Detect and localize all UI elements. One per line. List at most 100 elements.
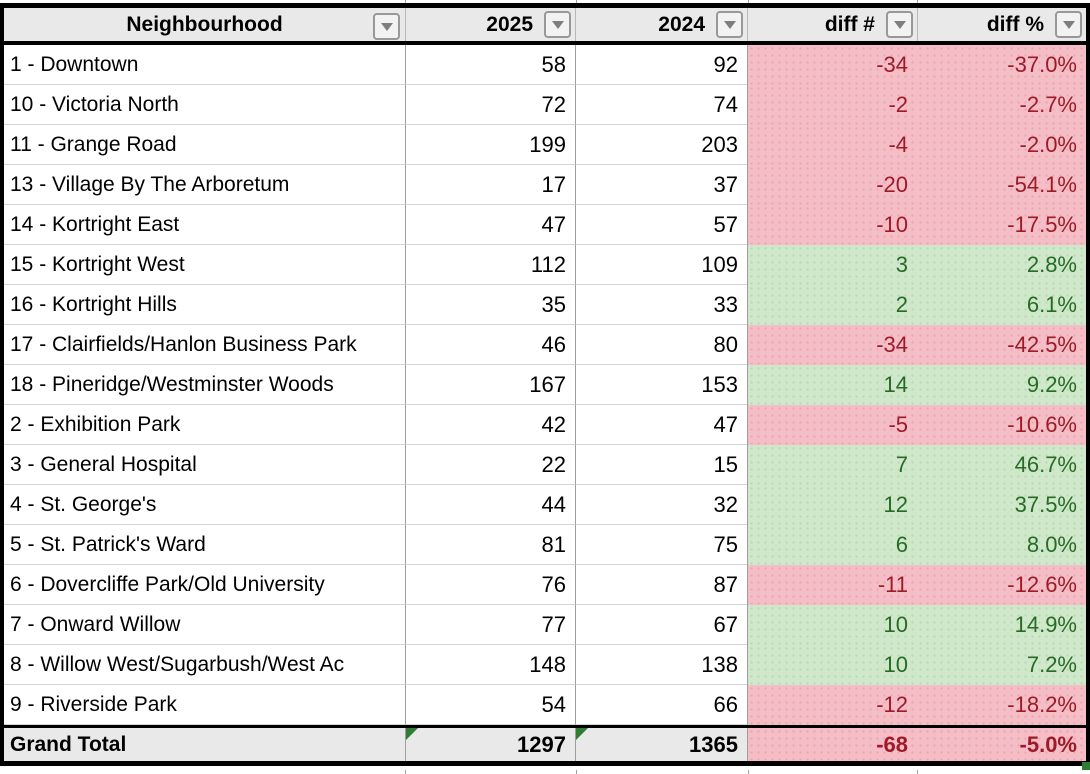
- diff-num-cell[interactable]: -5: [747, 405, 917, 445]
- diff-pct-cell[interactable]: 37.5%: [917, 485, 1086, 525]
- filter-dropdown-button[interactable]: [544, 11, 571, 38]
- 2025-cell[interactable]: 148: [405, 645, 575, 685]
- diff-pct-cell[interactable]: -42.5%: [917, 325, 1086, 365]
- neighbourhood-cell[interactable]: 16 - Kortright Hills: [4, 285, 405, 325]
- grand-total-label-cell[interactable]: Grand Total: [4, 728, 405, 761]
- diff-pct-cell[interactable]: 46.7%: [917, 445, 1086, 485]
- 2025-cell[interactable]: 77: [405, 605, 575, 645]
- 2025-cell[interactable]: 17: [405, 165, 575, 205]
- 2024-cell[interactable]: 92: [575, 45, 747, 85]
- 2024-cell[interactable]: 32: [575, 485, 747, 525]
- grand-total-diff-num-cell[interactable]: -68: [747, 728, 917, 761]
- diff-pct-cell[interactable]: 14.9%: [917, 605, 1086, 645]
- diff-num-cell[interactable]: 10: [747, 605, 917, 645]
- 2024-cell[interactable]: 109: [575, 245, 747, 285]
- diff-num-cell[interactable]: 10: [747, 645, 917, 685]
- 2025-cell[interactable]: 58: [405, 45, 575, 85]
- 2025-cell[interactable]: 47: [405, 205, 575, 245]
- neighbourhood-cell[interactable]: 15 - Kortright West: [4, 245, 405, 285]
- neighbourhood-cell[interactable]: 18 - Pineridge/Westminster Woods: [4, 365, 405, 405]
- 2024-cell[interactable]: 74: [575, 85, 747, 125]
- diff-num-cell[interactable]: 14: [747, 365, 917, 405]
- diff-pct-cell[interactable]: -2.7%: [917, 85, 1086, 125]
- 2024-cell[interactable]: 15: [575, 445, 747, 485]
- neighbourhood-cell[interactable]: 1 - Downtown: [4, 45, 405, 85]
- 2025-cell[interactable]: 44: [405, 485, 575, 525]
- diff-pct-cell[interactable]: -18.2%: [917, 685, 1086, 725]
- filter-dropdown-button[interactable]: [886, 11, 913, 38]
- diff-pct-cell[interactable]: -17.5%: [917, 205, 1086, 245]
- 2024-cell[interactable]: 67: [575, 605, 747, 645]
- filter-dropdown-button[interactable]: [716, 11, 743, 38]
- neighbourhood-cell[interactable]: 3 - General Hospital: [4, 445, 405, 485]
- diff-pct-cell[interactable]: -54.1%: [917, 165, 1086, 205]
- neighbourhood-cell[interactable]: 7 - Onward Willow: [4, 605, 405, 645]
- neighbourhood-cell[interactable]: 4 - St. George's: [4, 485, 405, 525]
- diff-num-cell[interactable]: 6: [747, 525, 917, 565]
- neighbourhood-cell[interactable]: 11 - Grange Road: [4, 125, 405, 165]
- 2025-cell[interactable]: 167: [405, 365, 575, 405]
- diff-num-cell[interactable]: 2: [747, 285, 917, 325]
- 2025-cell[interactable]: 42: [405, 405, 575, 445]
- 2025-cell[interactable]: 199: [405, 125, 575, 165]
- neighbourhood-cell[interactable]: 2 - Exhibition Park: [4, 405, 405, 445]
- header-neighbourhood[interactable]: Neighbourhood: [4, 8, 405, 41]
- 2024-cell[interactable]: 138: [575, 645, 747, 685]
- neighbourhood-cell[interactable]: 14 - Kortright East: [4, 205, 405, 245]
- 2024-cell[interactable]: 66: [575, 685, 747, 725]
- 2025-cell[interactable]: 76: [405, 565, 575, 605]
- diff-num-cell[interactable]: -11: [747, 565, 917, 605]
- 2024-cell[interactable]: 80: [575, 325, 747, 365]
- 2025-cell[interactable]: 81: [405, 525, 575, 565]
- 2024-cell[interactable]: 37: [575, 165, 747, 205]
- grand-total-2025-cell[interactable]: 1297: [405, 728, 575, 761]
- header-diff-pct[interactable]: diff %: [917, 8, 1086, 41]
- header-2025[interactable]: 2025: [405, 8, 575, 41]
- 2024-cell[interactable]: 47: [575, 405, 747, 445]
- 2025-cell[interactable]: 46: [405, 325, 575, 365]
- neighbourhood-cell[interactable]: 9 - Riverside Park: [4, 685, 405, 725]
- 2024-cell[interactable]: 57: [575, 205, 747, 245]
- 2024-cell[interactable]: 87: [575, 565, 747, 605]
- diff-num-cell[interactable]: 3: [747, 245, 917, 285]
- diff-num-cell[interactable]: -2: [747, 85, 917, 125]
- 2024-cell[interactable]: 203: [575, 125, 747, 165]
- diff-pct-cell[interactable]: -37.0%: [917, 45, 1086, 85]
- diff-pct-cell[interactable]: 7.2%: [917, 645, 1086, 685]
- 2025-cell[interactable]: 35: [405, 285, 575, 325]
- diff-pct-cell[interactable]: 6.1%: [917, 285, 1086, 325]
- diff-num-cell[interactable]: -12: [747, 685, 917, 725]
- diff-pct-cell[interactable]: 9.2%: [917, 365, 1086, 405]
- 2025-cell[interactable]: 54: [405, 685, 575, 725]
- 2024-cell[interactable]: 153: [575, 365, 747, 405]
- diff-num-cell[interactable]: -34: [747, 325, 917, 365]
- 2024-cell[interactable]: 75: [575, 525, 747, 565]
- 2025-cell[interactable]: 72: [405, 85, 575, 125]
- header-diff-num[interactable]: diff #: [747, 8, 917, 41]
- diff-num-cell[interactable]: -10: [747, 205, 917, 245]
- neighbourhood-cell[interactable]: 6 - Dovercliffe Park/Old University: [4, 565, 405, 605]
- filter-dropdown-button[interactable]: [373, 13, 400, 40]
- diff-num-cell[interactable]: -4: [747, 125, 917, 165]
- diff-num-cell[interactable]: -20: [747, 165, 917, 205]
- diff-pct-cell[interactable]: 8.0%: [917, 525, 1086, 565]
- 2025-cell[interactable]: 22: [405, 445, 575, 485]
- neighbourhood-cell[interactable]: 8 - Willow West/Sugarbush/West Ac: [4, 645, 405, 685]
- filter-dropdown-button[interactable]: [1055, 11, 1082, 38]
- diff-num-cell[interactable]: -34: [747, 45, 917, 85]
- grand-total-diff-pct-cell[interactable]: -5.0%: [917, 728, 1086, 761]
- neighbourhood-cell[interactable]: 5 - St. Patrick's Ward: [4, 525, 405, 565]
- grand-total-2024-cell[interactable]: 1365: [575, 728, 747, 761]
- diff-pct-cell[interactable]: -12.6%: [917, 565, 1086, 605]
- diff-pct-cell[interactable]: -10.6%: [917, 405, 1086, 445]
- header-2024[interactable]: 2024: [575, 8, 747, 41]
- diff-num-cell[interactable]: 7: [747, 445, 917, 485]
- diff-num-cell[interactable]: 12: [747, 485, 917, 525]
- 2024-cell[interactable]: 33: [575, 285, 747, 325]
- 2025-cell[interactable]: 112: [405, 245, 575, 285]
- neighbourhood-cell[interactable]: 17 - Clairfields/Hanlon Business Park: [4, 325, 405, 365]
- diff-pct-cell[interactable]: 2.8%: [917, 245, 1086, 285]
- neighbourhood-cell[interactable]: 10 - Victoria North: [4, 85, 405, 125]
- diff-pct-cell[interactable]: -2.0%: [917, 125, 1086, 165]
- neighbourhood-cell[interactable]: 13 - Village By The Arboretum: [4, 165, 405, 205]
